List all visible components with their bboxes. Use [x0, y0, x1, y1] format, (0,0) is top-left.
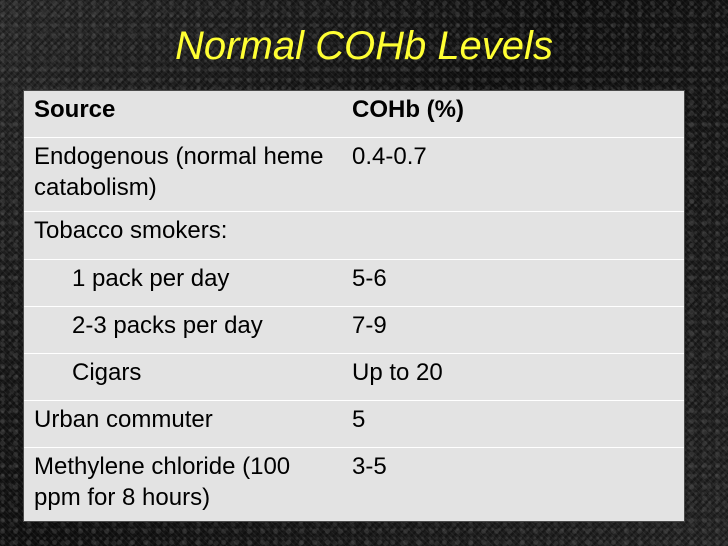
table-header-row: Source COHb (%): [24, 91, 684, 138]
cohb-cell: 0.4-0.7: [342, 137, 684, 212]
table-row: Endogenous (normal heme catabolism) 0.4-…: [24, 137, 684, 212]
source-cell: 1 pack per day: [24, 259, 342, 307]
source-cell: Urban commuter: [24, 400, 342, 448]
table-row: Urban commuter 5: [24, 400, 684, 448]
source-cell: Endogenous (normal heme catabolism): [24, 137, 342, 212]
cohb-levels-table: Source COHb (%) Endogenous (normal heme …: [24, 91, 684, 521]
table-row: Methylene chloride (100 ppm for 8 hours)…: [24, 447, 684, 521]
cohb-table-container: Source COHb (%) Endogenous (normal heme …: [23, 90, 685, 522]
header-source: Source: [24, 91, 342, 138]
source-cell: 2-3 packs per day: [24, 306, 342, 354]
table-row: 1 pack per day 5-6: [24, 259, 684, 307]
cohb-cell: Up to 20: [342, 353, 684, 401]
cohb-cell: 5-6: [342, 259, 684, 307]
source-cell: Cigars: [24, 353, 342, 401]
source-cell: Tobacco smokers:: [24, 211, 342, 260]
cohb-cell: [342, 211, 684, 260]
cohb-cell: 3-5: [352, 452, 387, 480]
cohb-cell: 5: [342, 400, 684, 448]
table-row: Cigars Up to 20: [24, 353, 684, 401]
source-cell: Methylene chloride (100 ppm for 8 hours): [34, 452, 291, 511]
table-row: 2-3 packs per day 7-9: [24, 306, 684, 354]
cohb-cell: 7-9: [342, 306, 684, 354]
header-cohb: COHb (%): [342, 91, 684, 138]
table-row: Tobacco smokers:: [24, 211, 684, 260]
slide-title: Normal COHb Levels: [175, 24, 553, 68]
